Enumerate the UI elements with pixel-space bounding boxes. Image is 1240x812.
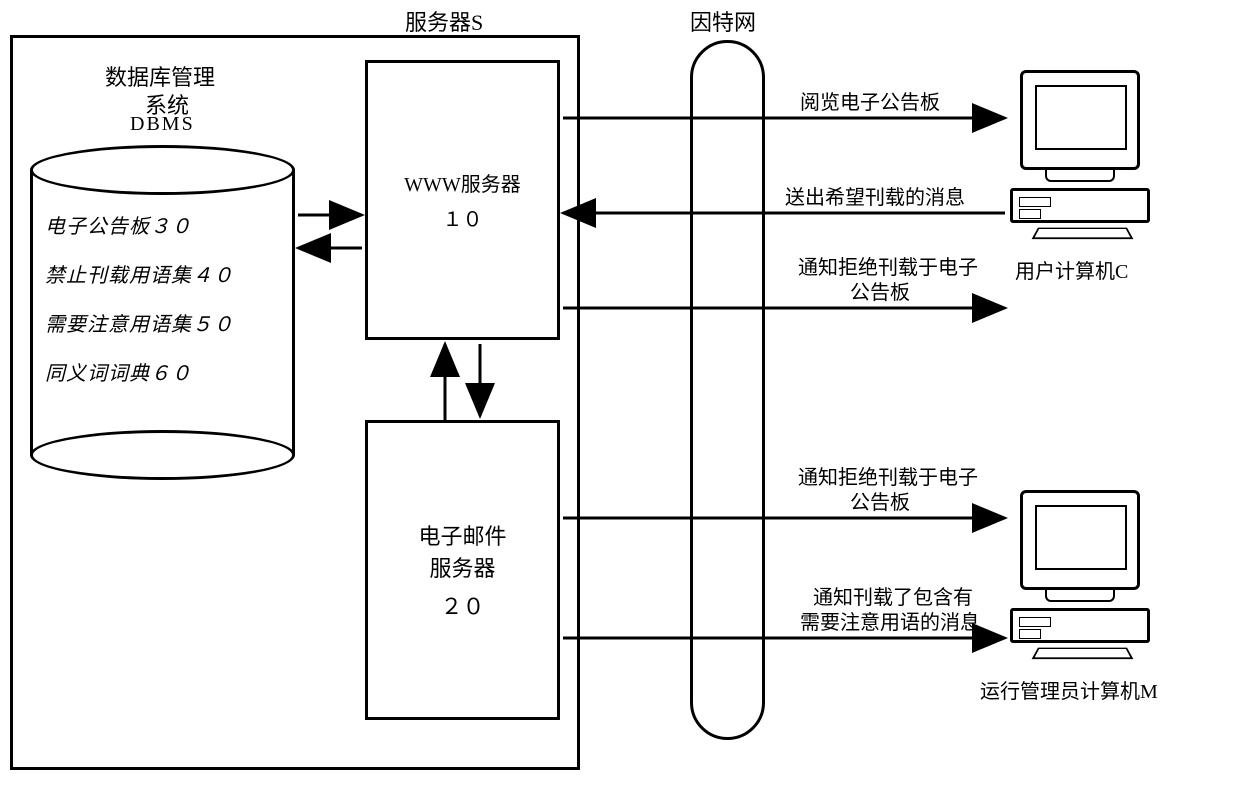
admin-computer-label: 运行管理员计算机M: [980, 675, 1158, 704]
dbms-item-4: 同义词词典６０: [45, 357, 234, 386]
mail-line2: 服务器: [429, 551, 495, 583]
dbms-item-3: 需要注意用语集５０: [45, 308, 234, 337]
internet-title: 因特网: [690, 5, 756, 37]
www-server-box: WWW服务器 １０: [365, 60, 560, 340]
user-computer-label: 用户计算机C: [1015, 255, 1128, 284]
flow-label-3b: 公告板: [850, 280, 910, 306]
flow-label-1: 阅览电子公告板: [800, 90, 940, 116]
flow-label-4a: 通知拒绝刊载于电子: [788, 465, 988, 491]
mail-line1: 电子邮件: [418, 519, 506, 551]
dbms-title-3: DBMS: [130, 113, 195, 136]
www-line1: WWW服务器: [404, 168, 521, 197]
flow-label-2: 送出希望刊载的消息: [785, 185, 965, 211]
dbms-cylinder: 电子公告板３０ 禁止刊载用语集４０ 需要注意用语集５０ 同义词词典６０: [30, 145, 295, 480]
flow-label-3a: 通知拒绝刊载于电子: [788, 255, 988, 281]
flow-label-5a: 通知刊载了包含有: [798, 585, 988, 611]
mail-line3: ２０: [440, 589, 484, 621]
mail-server-box: 电子邮件 服务器 ２０: [365, 420, 560, 720]
server-title: 服务器S: [405, 5, 483, 37]
dbms-item-2: 禁止刊载用语集４０: [45, 259, 234, 288]
dbms-item-1: 电子公告板３０: [45, 210, 234, 239]
user-computer-icon: [1010, 70, 1160, 240]
flow-label-5b: 需要注意用语的消息: [785, 610, 995, 636]
flow-label-4b: 公告板: [850, 490, 910, 516]
admin-computer-icon: [1010, 490, 1160, 660]
www-line2: １０: [443, 203, 483, 232]
internet-pill: [690, 40, 765, 740]
